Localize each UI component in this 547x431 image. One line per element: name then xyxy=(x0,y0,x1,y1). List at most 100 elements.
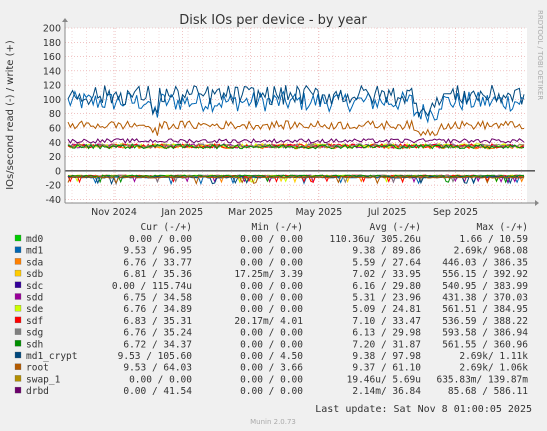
legend-value-max: 2.69k/ 968.08 xyxy=(454,246,529,257)
legend-swatch xyxy=(14,328,22,335)
legend-swatch xyxy=(14,375,22,382)
legend-value-avg: 9.38 / 89.86 xyxy=(352,246,421,257)
legend-value-max: 536.59 / 388.22 xyxy=(442,316,528,327)
legend-value-avg: 7.20 / 31.87 xyxy=(352,339,421,350)
series-line-sdh-write xyxy=(67,143,525,150)
plot-area xyxy=(65,28,527,203)
y-tick-label: 180 xyxy=(43,38,61,49)
legend-value-min: 0.00 / 0.00 xyxy=(240,374,303,385)
legend-value-avg: 5.09 / 24.81 xyxy=(352,304,421,315)
legend-value-max: 556.15 / 392.92 xyxy=(442,269,528,280)
legend-value-max: 561.51 / 384.95 xyxy=(442,304,528,315)
y-tick-label: 200 xyxy=(43,24,61,35)
x-tick-label: May 2025 xyxy=(295,207,342,218)
y-tick-label: 120 xyxy=(43,81,61,92)
y-tick-label: 100 xyxy=(43,95,61,106)
legend-value-avg: 2.14m/ 36.84 xyxy=(352,386,421,397)
legend-value-cur: 6.75 / 34.58 xyxy=(123,293,192,304)
series-lines xyxy=(67,84,525,186)
legend-value-cur: 0.00 / 0.00 xyxy=(129,374,192,385)
legend-value-max: 2.69k/ 1.06k xyxy=(459,363,528,374)
chart-title: Disk IOs per device - by year xyxy=(179,13,367,28)
x-tick-label: Sep 2025 xyxy=(433,207,478,218)
y-tick-label: 80 xyxy=(49,109,61,120)
legend: Cur (-/+) Min (-/+) Avg (-/+) Max (-/+) md0 0… xyxy=(14,222,529,397)
legend-value-min: 20.17m/ 4.01 xyxy=(234,316,303,327)
legend-swatch xyxy=(14,234,22,242)
y-tick-label: -20 xyxy=(45,181,61,192)
legend-value-avg: 5.31 / 23.96 xyxy=(352,293,421,304)
legend-value-min: 0.00 / 0.00 xyxy=(240,257,303,268)
legend-value-cur: 9.53 / 64.03 xyxy=(123,363,192,374)
legend-value-cur: 9.53 / 96.95 xyxy=(123,246,192,257)
legend-header: Max (-/+) xyxy=(477,222,528,233)
legend-series-name: md1_crypt xyxy=(26,351,77,362)
x-tick-label: Jul 2025 xyxy=(367,207,407,218)
legend-swatch xyxy=(14,351,22,359)
legend-header: Avg (-/+) xyxy=(370,222,421,233)
legend-series-name: sdh xyxy=(26,339,43,350)
legend-series-name: sda xyxy=(26,257,43,268)
series-line-sdg-write xyxy=(67,142,525,149)
legend-value-min: 0.00 / 0.00 xyxy=(240,328,303,339)
legend-header: Cur (-/+) xyxy=(141,222,192,233)
legend-value-cur: 9.53 / 105.60 xyxy=(118,351,193,362)
series-line-root-read xyxy=(67,176,525,185)
legend-value-cur: 6.81 / 35.36 xyxy=(123,269,192,280)
legend-value-avg: 6.13 / 29.98 xyxy=(352,328,421,339)
legend-series-name: sdc xyxy=(26,281,43,292)
legend-header: Min (-/+) xyxy=(252,222,303,233)
legend-value-min: 0.00 / 0.00 xyxy=(240,234,303,245)
legend-swatch xyxy=(14,246,22,253)
legend-swatch xyxy=(14,258,22,265)
legend-swatch xyxy=(14,281,22,288)
legend-value-min: 17.25m/ 3.39 xyxy=(234,269,303,280)
y-tick-label: 40 xyxy=(49,138,61,149)
legend-series-name: md1 xyxy=(26,246,43,257)
legend-value-max: 561.55 / 360.96 xyxy=(442,339,528,350)
last-update: Last update: Sat Nov 8 01:00:05 2025 xyxy=(315,404,532,415)
legend-value-avg: 6.16 / 29.80 xyxy=(352,281,421,292)
legend-value-cur: 6.76 / 34.89 xyxy=(123,304,192,315)
legend-series-name: md0 xyxy=(26,234,43,245)
y-tick-label: 60 xyxy=(49,124,61,135)
y-axis-arrow xyxy=(62,18,68,22)
legend-value-min: 0.00 / 0.00 xyxy=(240,281,303,292)
munin-version: Munin 2.0.73 xyxy=(250,418,296,426)
legend-value-max: 85.68 / 586.11 xyxy=(448,386,528,397)
legend-value-cur: 6.76 / 35.24 xyxy=(123,328,192,339)
legend-series-name: drbd xyxy=(26,386,49,397)
y-tick-label: 0 xyxy=(55,166,61,177)
legend-value-max: 635.83m/ 139.87m xyxy=(436,374,528,385)
x-tick-label: Jan 2025 xyxy=(160,207,203,218)
y-tick-label: 140 xyxy=(43,66,61,77)
legend-value-cur: 0.00 / 115.74u xyxy=(112,281,192,292)
x-axis-arrow xyxy=(535,200,539,206)
legend-series-name: sdb xyxy=(26,269,43,280)
legend-swatch xyxy=(14,269,22,277)
legend-swatch xyxy=(14,305,22,312)
legend-value-max: 540.95 / 383.99 xyxy=(442,281,528,292)
legend-value-avg: 9.37 / 61.10 xyxy=(352,363,421,374)
legend-swatch xyxy=(14,340,22,347)
legend-value-max: 593.58 / 386.94 xyxy=(442,328,528,339)
legend-series-name: root xyxy=(26,363,49,374)
legend-value-cur: 0.00 / 41.54 xyxy=(123,386,192,397)
legend-value-avg: 110.36u/ 305.26u xyxy=(329,234,421,245)
legend-value-min: 0.00 / 0.00 xyxy=(240,339,303,350)
legend-value-min: 0.00 / 0.00 xyxy=(240,293,303,304)
x-tick-labels: Nov 2024 Jan 2025 Mar 2025 May 2025 Jul 2025… xyxy=(91,207,478,218)
axes xyxy=(62,18,539,206)
y-tick-label: 20 xyxy=(49,152,61,163)
legend-series-name: sde xyxy=(26,304,43,315)
legend-value-max: 431.38 / 370.03 xyxy=(442,293,528,304)
legend-value-min: 0.00 / 0.00 xyxy=(240,386,303,397)
x-tick-label: Nov 2024 xyxy=(91,207,137,218)
legend-series-name: swap_1 xyxy=(26,374,61,385)
legend-value-min: 0.00 / 0.00 xyxy=(240,246,303,257)
series-line-drbd-write xyxy=(67,137,525,144)
legend-series-name: sdd xyxy=(26,293,43,304)
y-axis-label: IOs/second read (-) / write (+) xyxy=(5,40,16,190)
legend-value-max: 1.66 / 10.59 xyxy=(459,234,528,245)
